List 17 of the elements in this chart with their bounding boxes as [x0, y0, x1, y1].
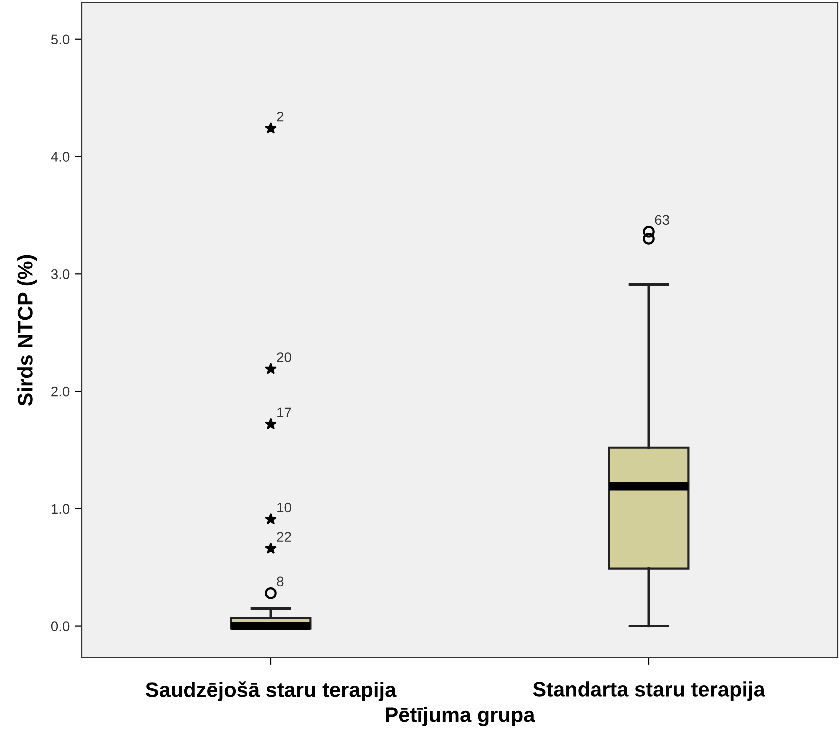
x-tick-label: Standarta staru terapija: [533, 682, 766, 702]
y-tick-label: 5.0: [51, 34, 70, 45]
y-tick-label: 2.0: [52, 386, 70, 397]
annotation: 17: [278, 408, 292, 418]
y-tick-label: 3.0: [51, 269, 70, 280]
x-tick-label: Saudzējošā staru terapija: [146, 682, 397, 702]
y-axis-title: Sirds NTCP (%): [18, 255, 37, 406]
annotation: 20: [277, 352, 292, 362]
annotation: 22: [277, 532, 292, 542]
annotation: 63: [655, 215, 670, 226]
annotation: 10: [278, 502, 292, 513]
annotation: 2: [277, 112, 284, 122]
y-tick-label: 4.0: [51, 152, 70, 162]
y-tick-label: 0.0: [51, 622, 70, 632]
y-tick-label: 1.0: [52, 504, 70, 514]
x-axis-title: Pētījuma grupa: [386, 707, 536, 727]
annotation: 8: [277, 576, 284, 587]
